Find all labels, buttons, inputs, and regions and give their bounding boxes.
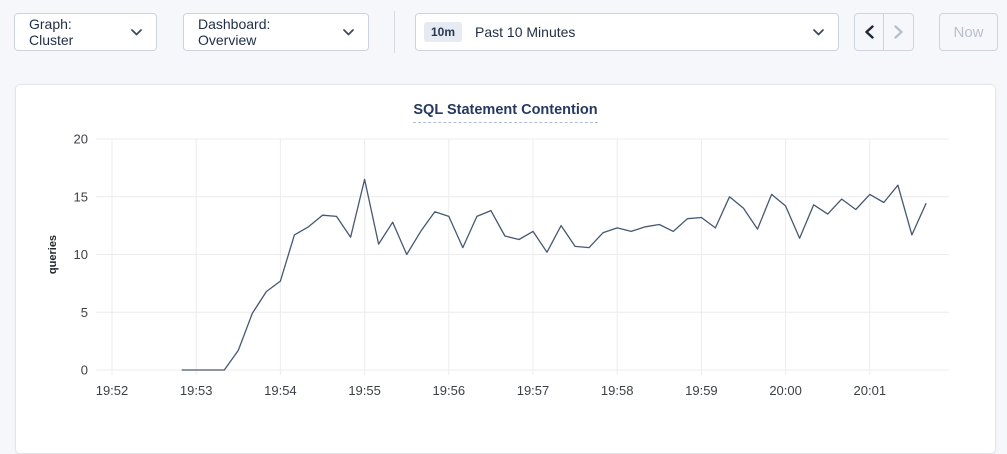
chevron-down-icon <box>343 28 354 35</box>
svg-text:20: 20 <box>74 132 88 147</box>
svg-text:20:01: 20:01 <box>854 383 887 398</box>
chart-title-row: SQL Statement Contention <box>16 101 995 123</box>
graph-selector-dropdown[interactable]: Graph: Cluster <box>14 13 157 51</box>
chevron-left-icon <box>864 25 874 39</box>
dashboard-selector-dropdown[interactable]: Dashboard: Overview <box>183 13 369 51</box>
svg-text:19:58: 19:58 <box>601 383 634 398</box>
time-shift-button-group <box>854 13 914 51</box>
svg-text:queries: queries <box>47 235 59 274</box>
time-range-label: Past 10 Minutes <box>475 24 576 40</box>
svg-text:19:56: 19:56 <box>433 383 466 398</box>
chevron-right-icon <box>894 25 903 39</box>
svg-text:19:52: 19:52 <box>96 383 129 398</box>
svg-text:15: 15 <box>74 189 88 204</box>
svg-text:19:53: 19:53 <box>180 383 213 398</box>
dashboard-selector-label: Dashboard: Overview <box>198 16 271 48</box>
now-button-disabled[interactable]: Now <box>939 13 998 51</box>
toolbar-divider <box>394 11 395 53</box>
svg-text:5: 5 <box>81 305 88 320</box>
sql-statement-contention-chart: 0 5 10 15 20 19:52 19:53 19:54 19:55 19:56 19:57 19… <box>47 132 949 398</box>
next-time-window-button-disabled[interactable] <box>884 14 913 50</box>
svg-text:0: 0 <box>81 363 88 378</box>
chart-title[interactable]: SQL Statement Contention <box>413 102 598 123</box>
page: { "toolbar": { "graph_selector": { "labe… <box>14 11 998 454</box>
chart-panel: SQL Statement Contention 0 5 10 15 20 19:52 19… <box>15 84 996 454</box>
svg-text:19:55: 19:55 <box>348 383 381 398</box>
svg-text:10: 10 <box>74 247 88 262</box>
graph-selector-label: Graph: Cluster <box>29 16 74 48</box>
previous-time-window-button[interactable] <box>855 14 885 50</box>
time-window-badge: 10m <box>424 22 463 42</box>
chevron-down-icon <box>131 28 142 35</box>
svg-text:19:57: 19:57 <box>517 383 550 398</box>
svg-text:19:59: 19:59 <box>685 383 718 398</box>
svg-text:20:00: 20:00 <box>769 383 802 398</box>
svg-text:19:54: 19:54 <box>264 383 297 398</box>
now-button-label: Now <box>953 23 984 41</box>
chevron-down-icon <box>813 28 824 35</box>
time-range-dropdown[interactable]: 10m Past 10 Minutes <box>415 13 839 51</box>
